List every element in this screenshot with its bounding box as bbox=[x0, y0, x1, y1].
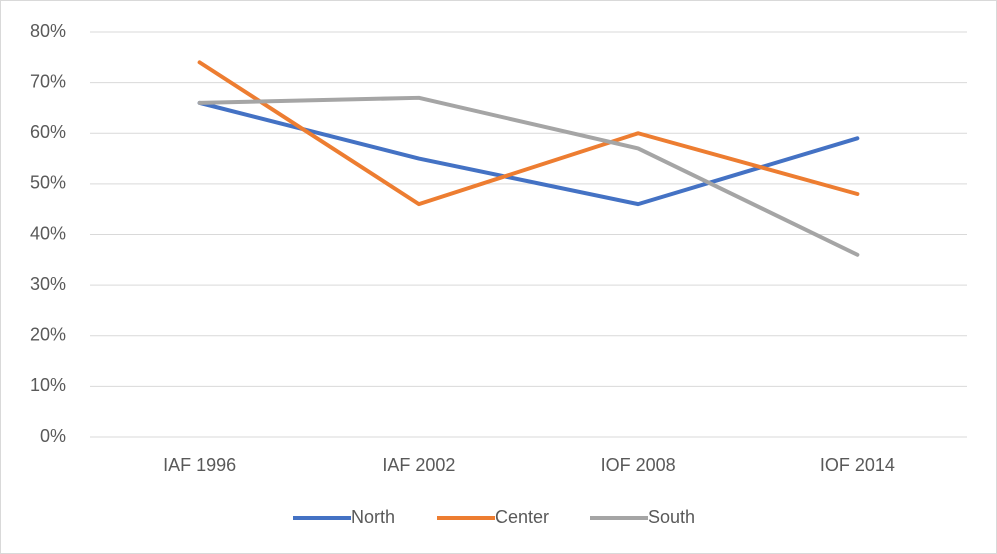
x-tick-label: IAF 1996 bbox=[163, 455, 236, 475]
x-tick-label: IAF 2002 bbox=[382, 455, 455, 475]
series-line bbox=[197, 60, 860, 207]
y-tick-label: 30% bbox=[30, 274, 66, 294]
y-tick-label: 60% bbox=[30, 122, 66, 142]
y-tick-label: 80% bbox=[30, 21, 66, 41]
legend-label: North bbox=[351, 507, 395, 527]
y-tick-label: 10% bbox=[30, 375, 66, 395]
y-tick-label: 20% bbox=[30, 325, 66, 345]
legend-label: Center bbox=[495, 507, 549, 527]
series-line bbox=[197, 100, 860, 207]
y-tick-label: 0% bbox=[40, 426, 66, 446]
y-tick-label: 40% bbox=[30, 223, 66, 243]
x-tick-label: IOF 2008 bbox=[601, 455, 676, 475]
series-line bbox=[197, 95, 860, 257]
y-tick-label: 70% bbox=[30, 71, 66, 91]
y-tick-label: 50% bbox=[30, 173, 66, 193]
x-tick-label: IOF 2014 bbox=[820, 455, 895, 475]
legend-label: South bbox=[648, 507, 695, 527]
